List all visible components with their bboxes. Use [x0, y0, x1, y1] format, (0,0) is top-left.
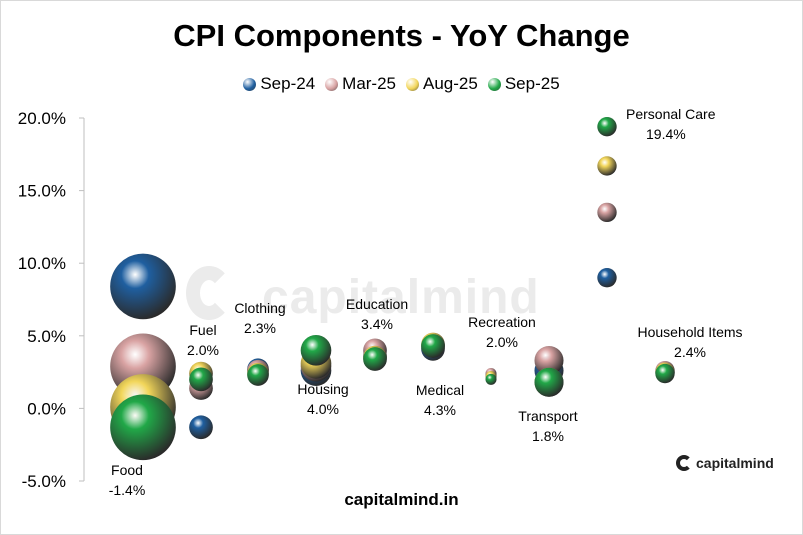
brand-logo-icon	[676, 455, 692, 471]
category-label-housing: Housing	[297, 381, 348, 397]
data-label-medical: 4.3%	[424, 402, 456, 418]
legend-item-mar-25: Mar-25	[325, 74, 396, 94]
bubble-personal-care-aug-25	[597, 156, 617, 176]
data-label-food: -1.4%	[109, 482, 146, 498]
y-tick-label: 5.0%	[27, 327, 66, 346]
legend-label-aug-25: Aug-25	[423, 74, 478, 93]
legend: Sep-24 Mar-25 Aug-25 Sep-25	[0, 74, 803, 94]
legend-label-sep-24: Sep-24	[260, 74, 316, 93]
data-label-household-items: 2.4%	[674, 344, 706, 360]
legend-marker-sep-25	[487, 77, 501, 91]
y-tick-label: 0.0%	[27, 399, 66, 418]
category-label-personal-care: Personal Care	[626, 106, 716, 122]
data-label-transport: 1.8%	[532, 428, 564, 444]
category-label-transport: Transport	[518, 408, 578, 424]
legend-item-sep-24: Sep-24	[243, 74, 315, 94]
bubble-household-items-sep-25	[655, 363, 675, 384]
y-tick-label: 15.0%	[18, 182, 66, 201]
y-tick-label: 20.0%	[18, 109, 66, 128]
legend-marker-mar-25	[325, 77, 339, 91]
bubble-personal-care-mar-25	[597, 202, 617, 223]
category-label-clothing: Clothing	[234, 300, 285, 316]
legend-label-mar-25: Mar-25	[342, 74, 397, 93]
bubble-food-sep-24	[110, 253, 176, 320]
data-label-clothing: 2.3%	[244, 320, 276, 336]
bubble-food-sep-25	[110, 394, 176, 461]
data-label-recreation: 2.0%	[486, 334, 518, 350]
bubble-fuel-sep-25	[189, 367, 213, 392]
data-label-housing: 4.0%	[307, 401, 339, 417]
bubble-transport-mar-25	[534, 345, 564, 376]
legend-marker-sep-24	[243, 77, 257, 91]
category-label-food: Food	[111, 462, 143, 478]
bubble-housing-sep-25	[300, 335, 332, 366]
bubble-personal-care-sep-24	[597, 268, 617, 288]
watermark-logo-icon	[186, 266, 232, 320]
legend-label-sep-25: Sep-25	[504, 74, 560, 93]
category-label-household-items: Household Items	[637, 324, 742, 340]
legend-marker-aug-25	[406, 77, 420, 91]
bubble-personal-care-sep-25	[597, 117, 617, 137]
bubble-education-sep-25	[363, 347, 387, 371]
bubble-recreation-sep-25	[485, 373, 497, 385]
category-label-recreation: Recreation	[468, 314, 536, 330]
source-caption: capitalmind.in	[344, 490, 459, 509]
data-label-fuel: 2.0%	[187, 342, 219, 358]
data-label-education: 3.4%	[361, 316, 393, 332]
category-label-medical: Medical	[416, 382, 464, 398]
category-label-education: Education	[346, 296, 408, 312]
y-tick-label: 10.0%	[18, 254, 66, 273]
bubble-transport-sep-25	[534, 367, 564, 397]
chart-title: CPI Components - YoY Change	[173, 18, 630, 53]
bubble-clothing-sep-25	[247, 364, 269, 386]
category-label-fuel: Fuel	[189, 322, 216, 338]
data-label-personal-care: 19.4%	[646, 126, 686, 142]
bubble-medical-sep-25	[421, 334, 445, 358]
y-tick-label: -5.0%	[22, 472, 66, 491]
bubble-fuel-sep-24	[189, 415, 213, 440]
legend-item-sep-25: Sep-25	[487, 74, 560, 94]
brand-logo-text: capitalmind	[696, 455, 774, 471]
watermark: capitalmind	[262, 271, 540, 324]
legend-item-aug-25: Aug-25	[406, 74, 478, 94]
brand-logo: capitalmind	[676, 455, 774, 471]
